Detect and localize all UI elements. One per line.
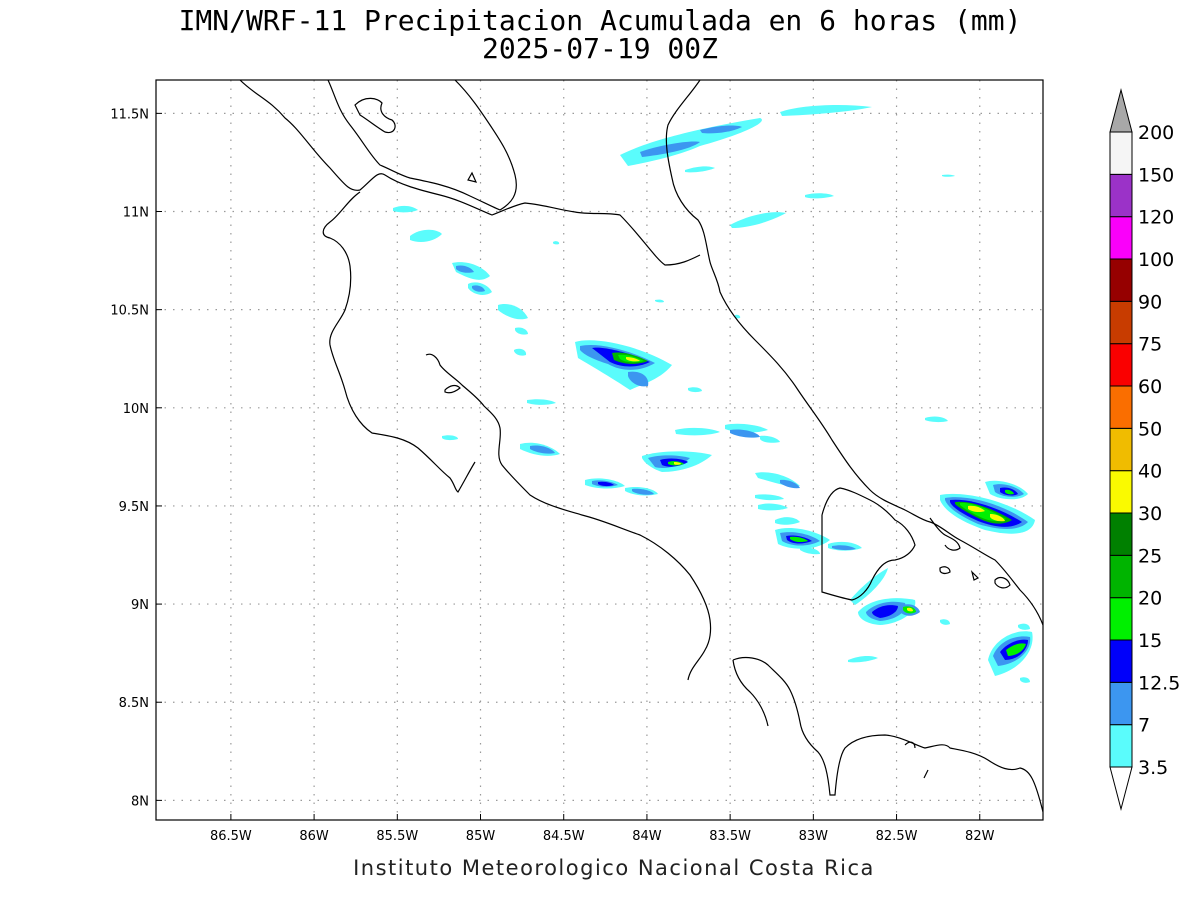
map-date: 2025-07-19 00Z (481, 32, 718, 65)
precipitation-fields (393, 104, 1035, 683)
lon-tick-label: 86W (299, 829, 329, 844)
colorbar-swatch (1109, 216, 1133, 260)
colorbar-swatch (1109, 639, 1133, 683)
lat-tick-label: 8.5N (119, 696, 149, 711)
colorbar-top-arrow (1109, 88, 1133, 133)
lat-tick-label: 10.5N (110, 304, 149, 319)
lat-tick-label: 9.5N (119, 500, 149, 515)
colorbar-bottom-arrow (1109, 766, 1133, 811)
colorbar-swatch (1109, 385, 1133, 429)
lon-tick-label: 83W (799, 829, 829, 844)
lon-tick-label: 86.5W (210, 829, 252, 844)
colorbar: 3.5 7 12.5 15 20 25 30 40 50 60 75 90 100 120 150 200 (1109, 88, 1180, 811)
colorbar-label: 150 (1138, 164, 1174, 186)
colorbar-label: 15 (1138, 630, 1162, 652)
coastline-borders (239, 80, 1043, 813)
colorbar-swatch (1109, 512, 1133, 556)
colorbar-label: 120 (1138, 207, 1174, 229)
colorbar-label: 60 (1138, 376, 1162, 398)
colorbar-swatch (1109, 258, 1133, 302)
longitude-labels: 86.5W 86W 85.5W 85W 84.5W 84W 83.5W 83W 82.5W 82W (210, 814, 995, 844)
grid-lines (156, 80, 1043, 820)
plot-frame (155, 79, 1044, 821)
lon-tick-label: 84W (632, 829, 662, 844)
colorbar-swatch (1109, 131, 1133, 175)
colorbar-label: 3.5 (1138, 757, 1168, 779)
colorbar-label: 200 (1138, 122, 1174, 144)
colorbar-label: 40 (1138, 461, 1162, 483)
colorbar-swatch (1109, 427, 1133, 472)
latitude-labels: 11.5N 11N 10.5N 10N 9.5N 9N 8.5N 8N (110, 107, 162, 809)
colorbar-swatch (1109, 470, 1133, 514)
lon-tick-label: 82W (965, 829, 995, 844)
colorbar-label: 90 (1138, 291, 1162, 313)
colorbar-label: 50 (1138, 418, 1162, 440)
colorbar-swatch (1109, 554, 1133, 599)
lon-tick-label: 83.5W (709, 829, 751, 844)
colorbar-label: 25 (1138, 545, 1162, 567)
lat-tick-label: 9N (131, 598, 149, 613)
colorbar-swatch (1109, 173, 1133, 218)
map-title: IMN/WRF-11 Precipitacion Acumulada en 6 … (178, 4, 1022, 37)
colorbar-swatch (1109, 597, 1133, 641)
colorbar-swatch (1109, 681, 1133, 726)
colorbar-label: 12.5 (1138, 672, 1180, 694)
colorbar-swatch (1109, 300, 1133, 345)
lat-tick-label: 10N (123, 402, 149, 417)
footer-credit: Instituto Meteorologico Nacional Costa R… (353, 856, 875, 880)
lat-tick-label: 11N (123, 206, 149, 221)
colorbar-label: 30 (1138, 503, 1162, 525)
lon-tick-label: 85.5W (376, 829, 418, 844)
colorbar-label: 100 (1138, 249, 1174, 271)
colorbar-swatch (1109, 724, 1133, 768)
lat-tick-label: 8N (131, 794, 149, 809)
colorbar-label: 75 (1138, 334, 1162, 356)
colorbar-swatch (1109, 343, 1133, 387)
lat-tick-label: 11.5N (110, 107, 149, 122)
colorbar-label: 7 (1138, 715, 1150, 737)
colorbar-label: 20 (1138, 588, 1162, 610)
lon-tick-label: 85W (466, 829, 496, 844)
lon-tick-label: 82.5W (876, 829, 918, 844)
lon-tick-label: 84.5W (543, 829, 585, 844)
